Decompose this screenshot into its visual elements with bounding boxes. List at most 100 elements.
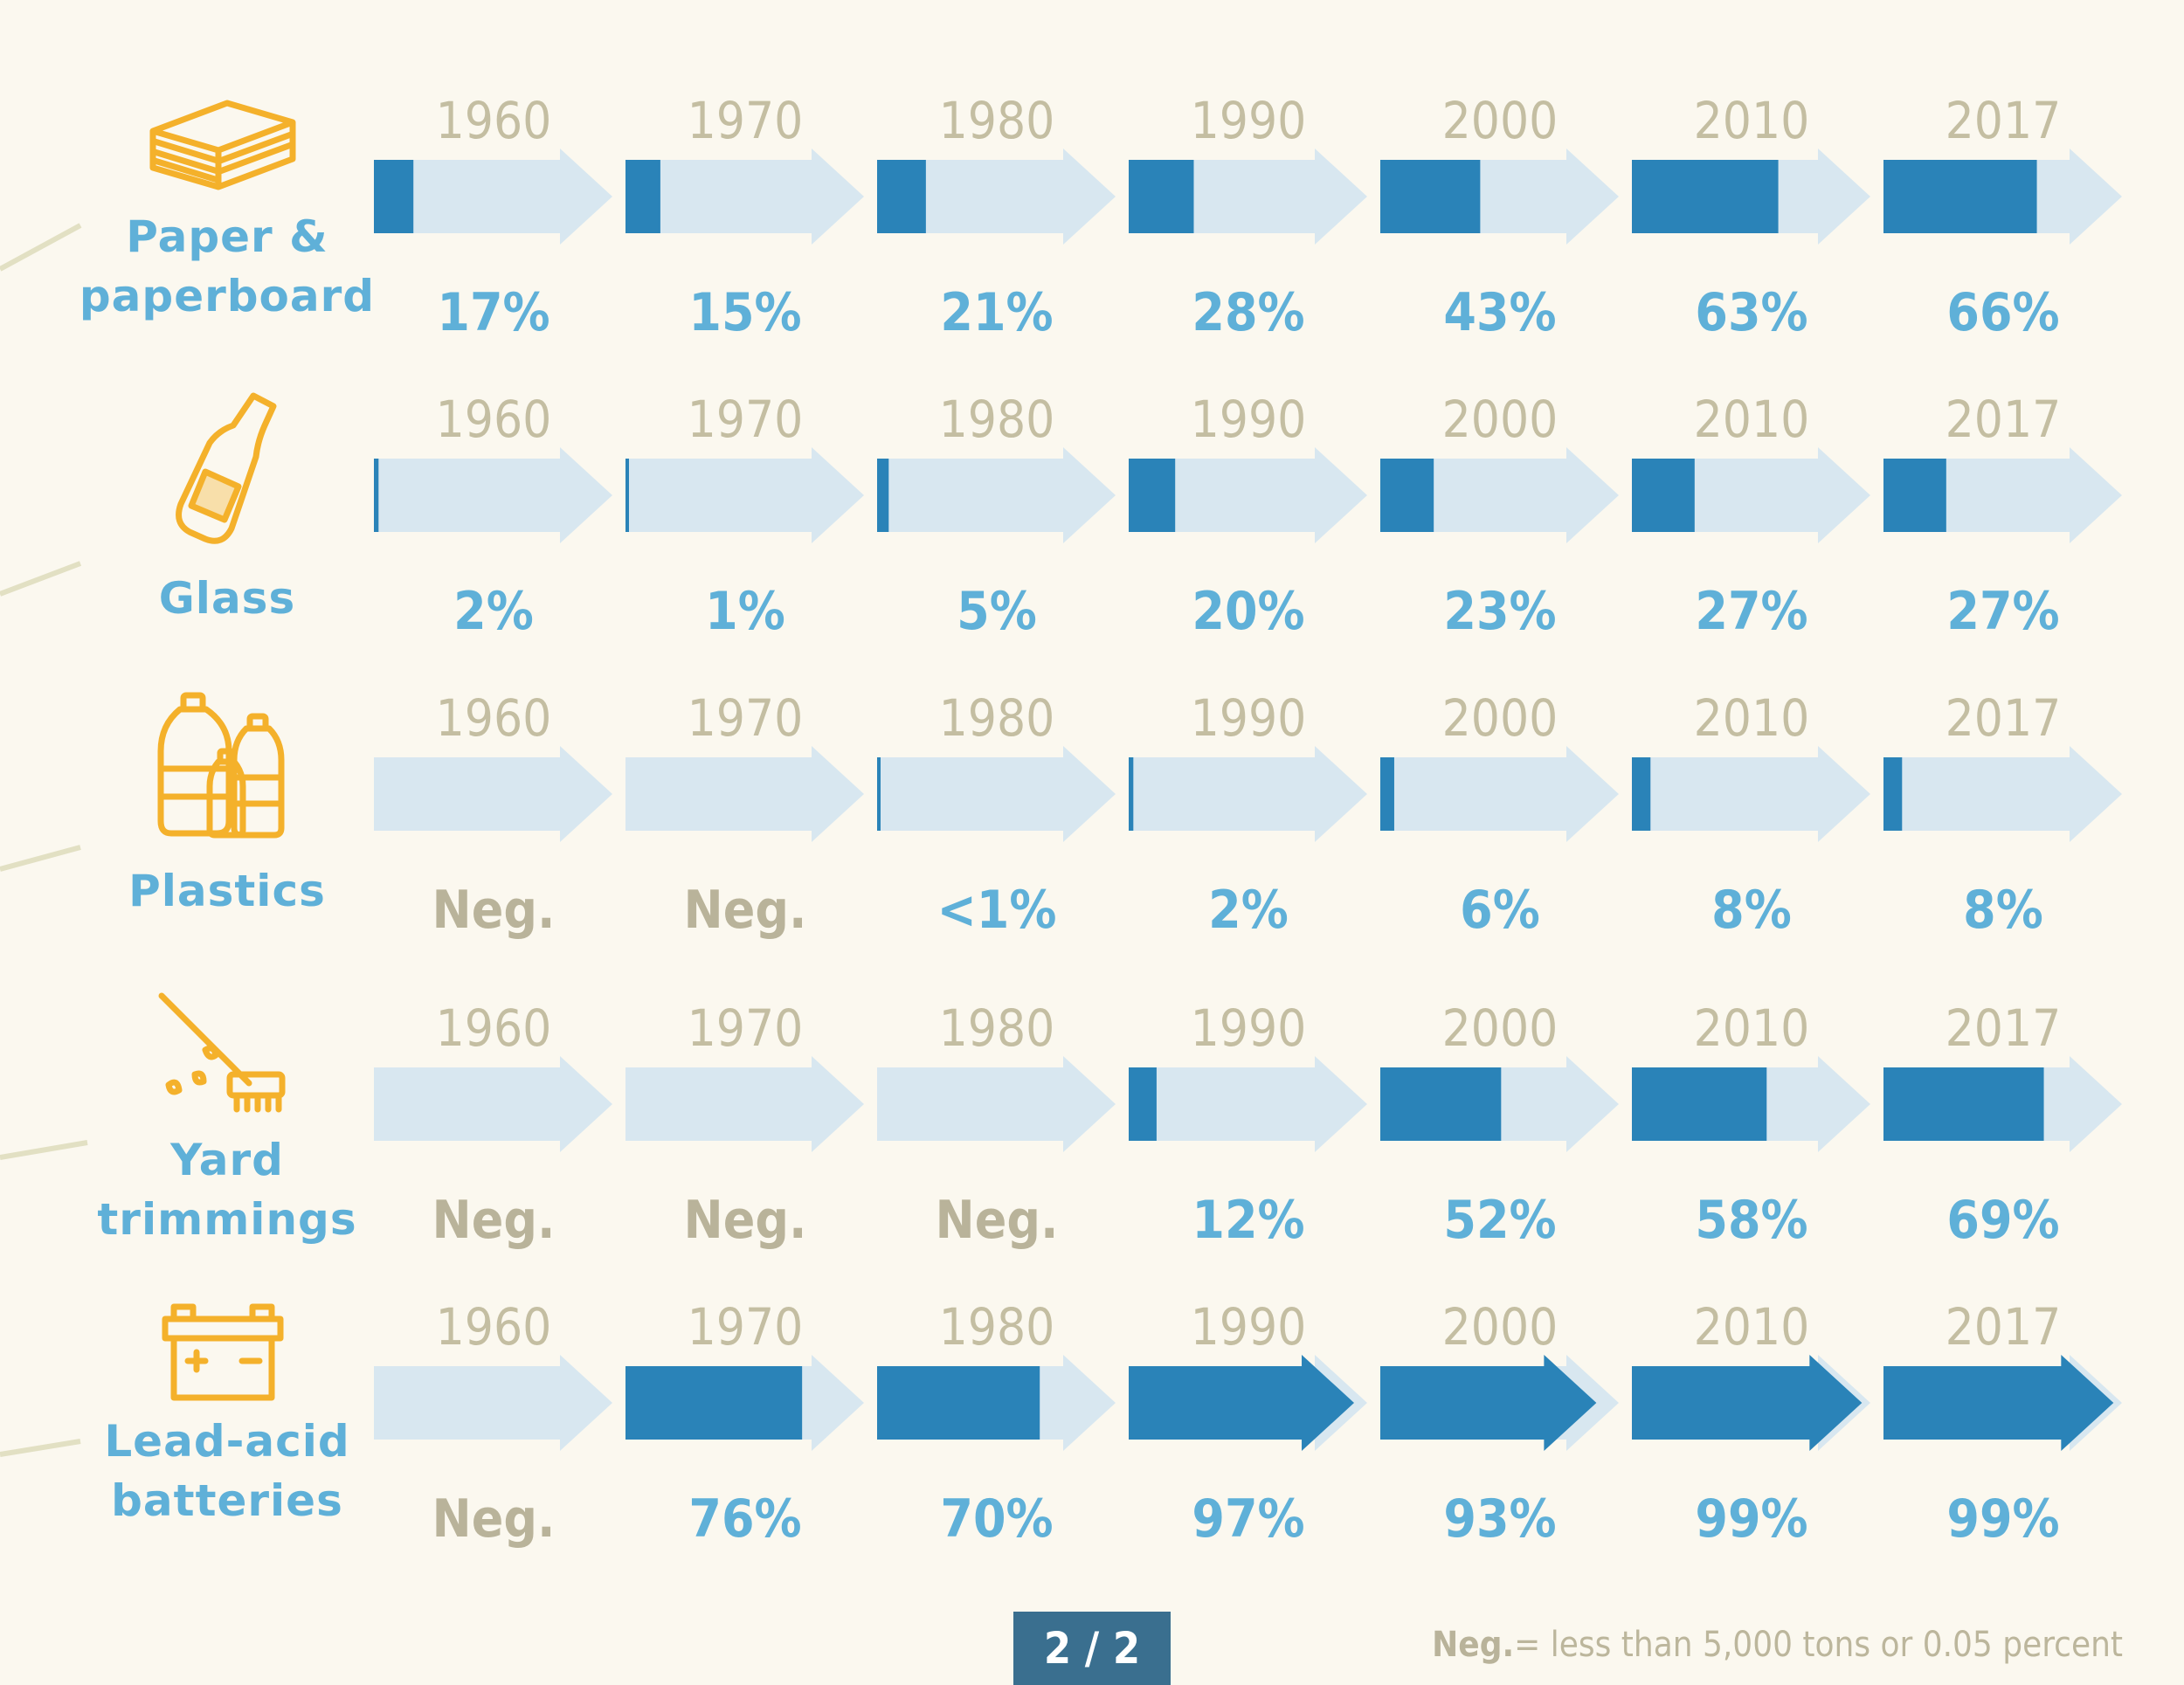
value-label-yard-trimmings-1970: Neg. xyxy=(684,1190,807,1251)
bar-glass-1960 xyxy=(374,459,379,532)
year-label-glass-1970: 1970 xyxy=(688,390,804,449)
glass-bottle-icon xyxy=(176,392,277,544)
footnote-text: = less than 5,000 tons or 0.05 percent xyxy=(1514,1625,2123,1665)
value-label-lead-acid-batteries-2000: 93% xyxy=(1443,1488,1556,1550)
arrow-track-plastics-2010 xyxy=(1632,746,1870,842)
arrow-track-glass-1990 xyxy=(1129,447,1367,543)
paper-stack-icon xyxy=(149,100,296,190)
arrow-track-yard-trimmings-1980 xyxy=(877,1056,1116,1152)
value-label-yard-trimmings-2017: 69% xyxy=(1946,1190,2059,1251)
arrow-track-paper-paperboard-1980 xyxy=(877,148,1116,245)
bar-glass-1970 xyxy=(625,459,629,532)
bar-lead-acid-batteries-2000 xyxy=(1380,1355,1597,1451)
year-label-paper-paperboard-1980: 1980 xyxy=(939,91,1055,150)
bar-paper-paperboard-2010 xyxy=(1632,160,1779,233)
year-label-paper-paperboard-1990: 1990 xyxy=(1191,91,1307,150)
bar-paper-paperboard-2017 xyxy=(1883,160,2037,233)
value-label-yard-trimmings-1990: 12% xyxy=(1192,1190,1304,1251)
value-label-yard-trimmings-2010: 58% xyxy=(1695,1190,1807,1251)
value-label-plastics-1970: Neg. xyxy=(684,880,807,941)
year-label-paper-paperboard-2017: 2017 xyxy=(1946,91,2062,150)
year-label-plastics-2010: 2010 xyxy=(1694,688,1810,748)
year-label-glass-1990: 1990 xyxy=(1191,390,1307,449)
value-label-glass-1980: 5% xyxy=(957,581,1037,642)
year-label-yard-trimmings-2000: 2000 xyxy=(1442,998,1559,1058)
arrow-track-plastics-1970 xyxy=(625,746,864,842)
bar-plastics-2010 xyxy=(1632,757,1651,831)
value-label-yard-trimmings-1960: Neg. xyxy=(432,1190,556,1251)
value-label-lead-acid-batteries-1960: Neg. xyxy=(432,1488,556,1550)
footnote-term: Neg. xyxy=(1432,1625,1515,1665)
year-label-paper-paperboard-2000: 2000 xyxy=(1442,91,1559,150)
bar-plastics-1990 xyxy=(1129,757,1134,831)
year-label-glass-1980: 1980 xyxy=(939,390,1055,449)
value-label-plastics-2000: 6% xyxy=(1460,880,1540,941)
bar-paper-paperboard-1990 xyxy=(1129,160,1194,233)
bar-glass-2010 xyxy=(1632,459,1695,532)
year-label-plastics-1970: 1970 xyxy=(688,688,804,748)
category-label-yard-trimmings: Yard trimmings xyxy=(97,1135,357,1245)
deco-line xyxy=(0,1439,81,1457)
year-label-paper-paperboard-1960: 1960 xyxy=(436,91,552,150)
year-label-paper-paperboard-2010: 2010 xyxy=(1694,91,1810,150)
deco-line xyxy=(0,561,82,597)
arrow-track-plastics-1960 xyxy=(374,746,612,842)
value-label-glass-2017: 27% xyxy=(1946,581,2059,642)
value-label-plastics-2010: 8% xyxy=(1711,880,1792,941)
value-label-plastics-1980: <1% xyxy=(937,880,1057,941)
year-label-lead-acid-batteries-2010: 2010 xyxy=(1694,1297,1810,1357)
value-label-paper-paperboard-2000: 43% xyxy=(1443,282,1556,343)
year-label-yard-trimmings-2017: 2017 xyxy=(1946,998,2062,1058)
year-label-glass-2010: 2010 xyxy=(1694,390,1810,449)
arrow-track-glass-1970 xyxy=(625,447,864,543)
bar-glass-2017 xyxy=(1883,459,1946,532)
year-label-glass-2000: 2000 xyxy=(1442,390,1559,449)
bar-paper-paperboard-1970 xyxy=(625,160,660,233)
year-label-lead-acid-batteries-2000: 2000 xyxy=(1442,1297,1559,1357)
arrow-track-glass-1960 xyxy=(374,447,612,543)
footnote: Neg.= less than 5,000 tons or 0.05 perce… xyxy=(1432,1625,2123,1665)
value-label-paper-paperboard-1960: 17% xyxy=(437,282,549,343)
arrow-track-glass-1980 xyxy=(877,447,1116,543)
value-label-paper-paperboard-2010: 63% xyxy=(1695,282,1807,343)
value-label-lead-acid-batteries-2010: 99% xyxy=(1695,1488,1807,1550)
bar-yard-trimmings-2000 xyxy=(1380,1067,1502,1141)
bar-glass-1990 xyxy=(1129,459,1176,532)
value-label-glass-1990: 20% xyxy=(1192,581,1304,642)
category-label-plastics: Plastics xyxy=(128,866,326,916)
bar-lead-acid-batteries-2010 xyxy=(1632,1355,1863,1451)
year-label-lead-acid-batteries-1990: 1990 xyxy=(1191,1297,1307,1357)
year-label-plastics-1960: 1960 xyxy=(436,688,552,748)
year-label-lead-acid-batteries-1960: 1960 xyxy=(436,1297,552,1357)
bar-glass-1980 xyxy=(877,459,889,532)
value-label-glass-2010: 27% xyxy=(1695,581,1807,642)
deco-line xyxy=(0,223,82,272)
category-label-glass: Glass xyxy=(158,573,296,624)
value-label-lead-acid-batteries-1970: 76% xyxy=(688,1488,801,1550)
page-indicator[interactable]: 2 / 2 xyxy=(1013,1612,1171,1685)
bar-glass-2000 xyxy=(1380,459,1434,532)
value-label-lead-acid-batteries-1990: 97% xyxy=(1192,1488,1304,1550)
arrow-track-plastics-1990 xyxy=(1129,746,1367,842)
bar-paper-paperboard-2000 xyxy=(1380,160,1481,233)
deco-line xyxy=(0,845,81,872)
value-label-plastics-2017: 8% xyxy=(1963,880,2043,941)
bar-plastics-2000 xyxy=(1380,757,1394,831)
bar-paper-paperboard-1960 xyxy=(374,160,414,233)
value-label-plastics-1990: 2% xyxy=(1208,880,1289,941)
arrow-track-lead-acid-batteries-1960 xyxy=(374,1355,612,1451)
value-label-glass-2000: 23% xyxy=(1443,581,1556,642)
year-label-plastics-2017: 2017 xyxy=(1946,688,2062,748)
year-label-lead-acid-batteries-1980: 1980 xyxy=(939,1297,1055,1357)
bar-lead-acid-batteries-1980 xyxy=(877,1366,1040,1440)
bar-plastics-1980 xyxy=(877,757,881,831)
arrow-track-glass-2000 xyxy=(1380,447,1619,543)
year-label-paper-paperboard-1970: 1970 xyxy=(688,91,804,150)
value-label-yard-trimmings-2000: 52% xyxy=(1443,1190,1556,1251)
category-label-lead-acid-batteries: Lead-acid batteries xyxy=(104,1416,350,1526)
year-label-glass-1960: 1960 xyxy=(436,390,552,449)
arrow-track-yard-trimmings-1990 xyxy=(1129,1056,1367,1152)
bar-lead-acid-batteries-2017 xyxy=(1883,1355,2114,1451)
deco-line xyxy=(0,1140,88,1160)
category-label-paper: Paper & paperboard xyxy=(79,211,376,321)
